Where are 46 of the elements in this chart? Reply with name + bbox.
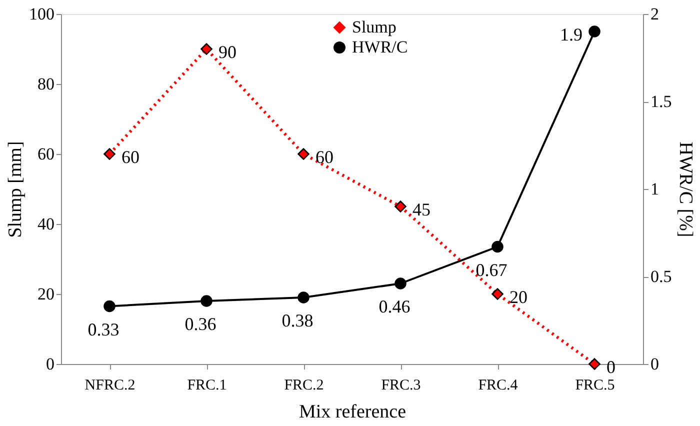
y-tick-label: 40 <box>38 214 54 234</box>
data-label: 0 <box>606 357 616 377</box>
legend-label: Slump <box>352 18 396 36</box>
y2-tick-label: 0.5 <box>650 267 672 286</box>
x-tick-label: FRC.2 <box>284 378 324 394</box>
point <box>298 292 310 304</box>
point <box>588 358 600 370</box>
data-label: 20 <box>510 287 528 307</box>
y2-tick-label: 1.5 <box>650 92 672 111</box>
y-tick-label: 100 <box>29 4 54 24</box>
data-label: 0.33 <box>88 319 120 340</box>
data-label: 1.9 <box>560 24 582 44</box>
point <box>394 278 406 290</box>
point <box>200 295 212 307</box>
data-label: 0.46 <box>378 296 410 316</box>
point <box>394 200 406 212</box>
x-tick-label: NFRC.2 <box>84 378 136 394</box>
data-label: 0.38 <box>282 310 314 330</box>
y-tick-label: 20 <box>38 284 54 304</box>
data-label: 60 <box>122 147 140 167</box>
y2-axis-title: HWR/C [%] <box>674 142 696 238</box>
x-tick-label: FRC.5 <box>575 378 615 394</box>
x-axis-title: Mix reference <box>298 402 406 422</box>
data-label: 45 <box>412 200 430 220</box>
point <box>492 288 504 300</box>
legend-label: HWR/C <box>352 38 408 56</box>
x-tick-label: FRC.1 <box>187 378 227 394</box>
point <box>588 26 600 38</box>
y2-tick-label: 2 <box>650 4 659 24</box>
y-tick-label: 0 <box>46 354 54 374</box>
point <box>298 148 310 160</box>
y-tick-label: 60 <box>38 144 54 164</box>
point <box>104 148 116 160</box>
x-tick-label: FRC.3 <box>381 378 421 394</box>
y2-tick-label: 0 <box>650 354 659 374</box>
data-label: 0.36 <box>184 314 216 334</box>
data-label: 90 <box>218 42 236 62</box>
data-label: 0.67 <box>476 260 508 280</box>
point <box>104 300 116 312</box>
y-axis-title: Slump [mm] <box>5 141 26 238</box>
x-tick-label: FRC.4 <box>478 378 518 394</box>
y2-tick-label: 1 <box>650 180 659 198</box>
y-tick-label: 80 <box>38 74 54 94</box>
data-label: 60 <box>316 147 334 167</box>
point <box>492 240 504 253</box>
point <box>200 43 212 55</box>
